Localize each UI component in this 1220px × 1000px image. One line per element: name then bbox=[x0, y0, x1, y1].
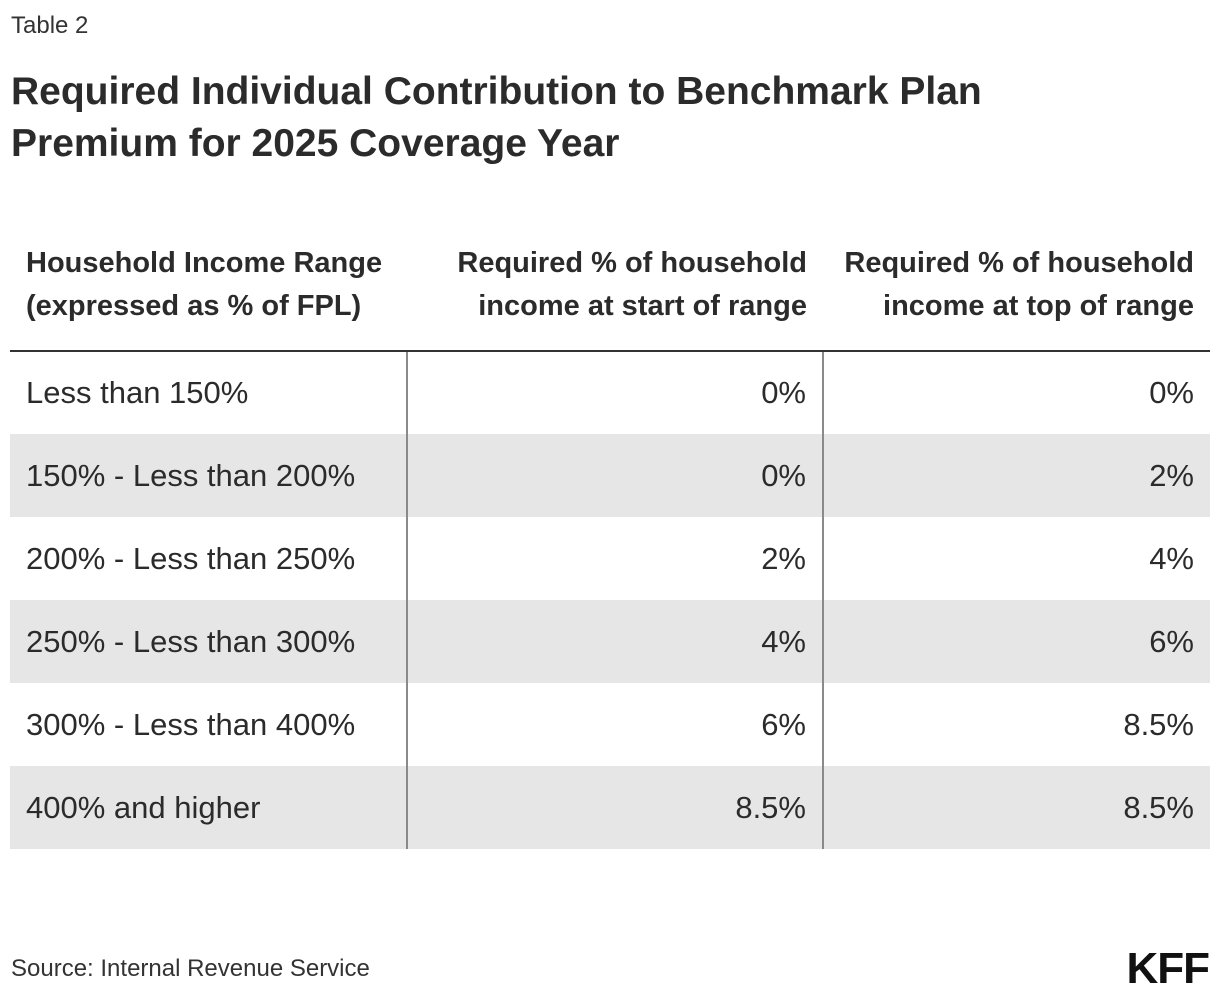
cell-income-range: 250% - Less than 300% bbox=[10, 600, 408, 683]
table-row: Less than 150% 0% 0% bbox=[10, 351, 1210, 434]
cell-income-range: 150% - Less than 200% bbox=[10, 434, 408, 517]
cell-top-of-range: 0% bbox=[1149, 375, 1194, 410]
table-row: 150% - Less than 200% 0% 2% bbox=[10, 434, 1210, 517]
column-header-income-range: Household Income Range (expressed as % o… bbox=[10, 226, 407, 352]
cell-top-of-range: 2% bbox=[823, 434, 1210, 517]
cell-income-range: Less than 150% bbox=[10, 351, 408, 434]
table-label: Table 2 bbox=[11, 12, 89, 39]
source-note: Source: Internal Revenue Service bbox=[11, 955, 370, 982]
cell-start-of-range: 2% bbox=[407, 517, 824, 600]
cell-start-of-range: 6% bbox=[407, 683, 824, 766]
cell-income-range: 300% - Less than 400% bbox=[10, 683, 408, 766]
table-row: 300% - Less than 400% 6% 8.5% bbox=[10, 683, 1210, 766]
cell-top-of-range: 6% bbox=[823, 600, 1210, 683]
cell-income-range: 200% - Less than 250% bbox=[10, 517, 408, 600]
column-header-top-of-range: Required % of household income at top of… bbox=[823, 226, 1210, 352]
table-header-row: Household Income Range (expressed as % o… bbox=[10, 226, 1210, 352]
table-row: 400% and higher 8.5% 8.5% bbox=[10, 766, 1210, 849]
kff-logo: KFF bbox=[1126, 944, 1210, 993]
cell-start-of-range: 0% bbox=[407, 434, 824, 517]
cell-top-of-range: 4% bbox=[1149, 540, 1194, 576]
contribution-table: Household Income Range (expressed as % o… bbox=[10, 226, 1210, 849]
cell-top-of-range: 8.5% bbox=[1123, 706, 1194, 742]
column-header-start-of-range: Required % of household income at start … bbox=[407, 226, 823, 352]
table-title: Required Individual Contribution to Benc… bbox=[11, 70, 982, 165]
cell-top-of-range: 8.5% bbox=[823, 766, 1210, 849]
table-row: 200% - Less than 250% 2% 4% bbox=[10, 517, 1210, 600]
cell-income-range: 400% and higher bbox=[10, 766, 408, 849]
cell-start-of-range: 4% bbox=[407, 600, 824, 683]
cell-start-of-range: 0% bbox=[407, 351, 824, 434]
cell-start-of-range: 8.5% bbox=[407, 766, 824, 849]
table-row: 250% - Less than 300% 4% 6% bbox=[10, 600, 1210, 683]
table-body: Less than 150% 0% 0% 150% - Less than 200% 0… bbox=[10, 351, 1210, 849]
